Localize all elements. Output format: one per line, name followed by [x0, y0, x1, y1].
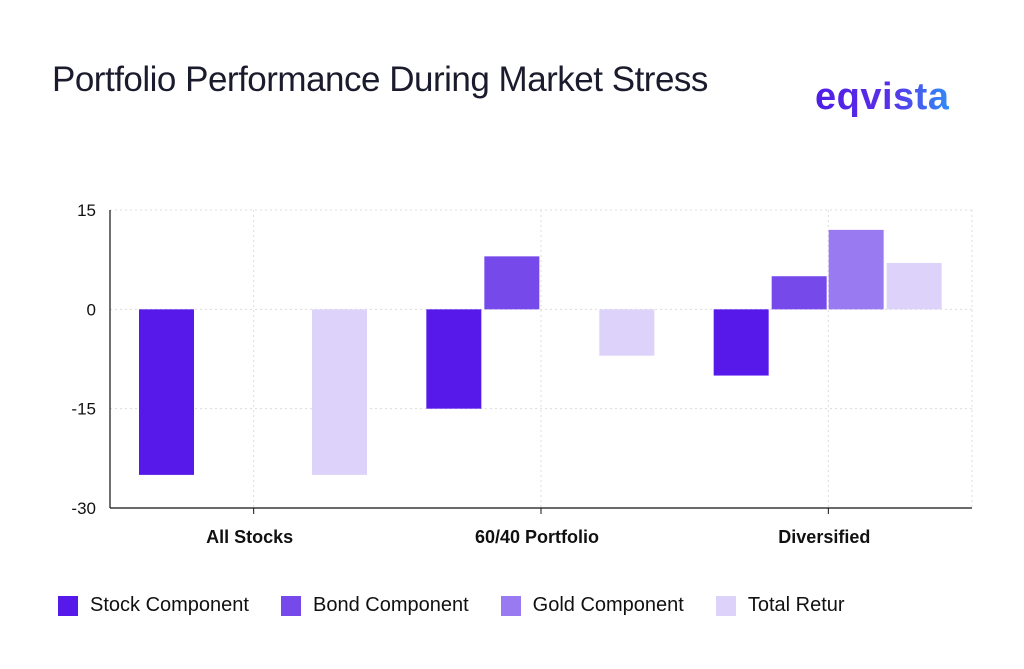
x-tick-label: Diversified [778, 527, 870, 547]
legend-label: Total Retur [747, 594, 845, 616]
bar-bond-component-1 [484, 256, 540, 310]
legend-swatch [58, 595, 78, 616]
bar-total-retur-0 [312, 309, 367, 475]
legend-swatch [715, 595, 736, 616]
eqvista-logo: eqvista [815, 76, 950, 118]
legend-label: Gold Component [532, 594, 684, 616]
legend-swatch [280, 595, 301, 616]
legend-label: Bond Component [312, 594, 469, 616]
y-tick-label: 15 [77, 201, 96, 220]
bar-stock-component-1 [426, 309, 482, 409]
bar-stock-component-0 [139, 309, 194, 475]
legend: Stock Component Bond Component Gold Comp… [58, 594, 877, 617]
legend-swatch [500, 595, 521, 616]
legend-item-stock: Stock Component [58, 594, 249, 617]
y-tick-label: -15 [71, 400, 96, 419]
y-tick-label: -30 [71, 499, 96, 518]
bar-total-retur-1 [599, 309, 655, 356]
bar-gold-component-2 [828, 229, 884, 310]
y-tick-label: 0 [87, 300, 96, 319]
bar-total-retur-2 [886, 262, 942, 310]
bar-stock-component-2 [713, 309, 769, 376]
legend-item-total: Total Retur [715, 594, 845, 617]
x-tick-label: All Stocks [206, 527, 293, 547]
legend-item-bond: Bond Component [280, 594, 469, 617]
legend-label: Stock Component [90, 594, 249, 616]
legend-item-gold: Gold Component [500, 594, 684, 617]
chart-title: Portfolio Performance During Market Stre… [52, 60, 708, 99]
bar-bond-component-2 [771, 276, 827, 310]
x-tick-label: 60/40 Portfolio [475, 527, 599, 547]
